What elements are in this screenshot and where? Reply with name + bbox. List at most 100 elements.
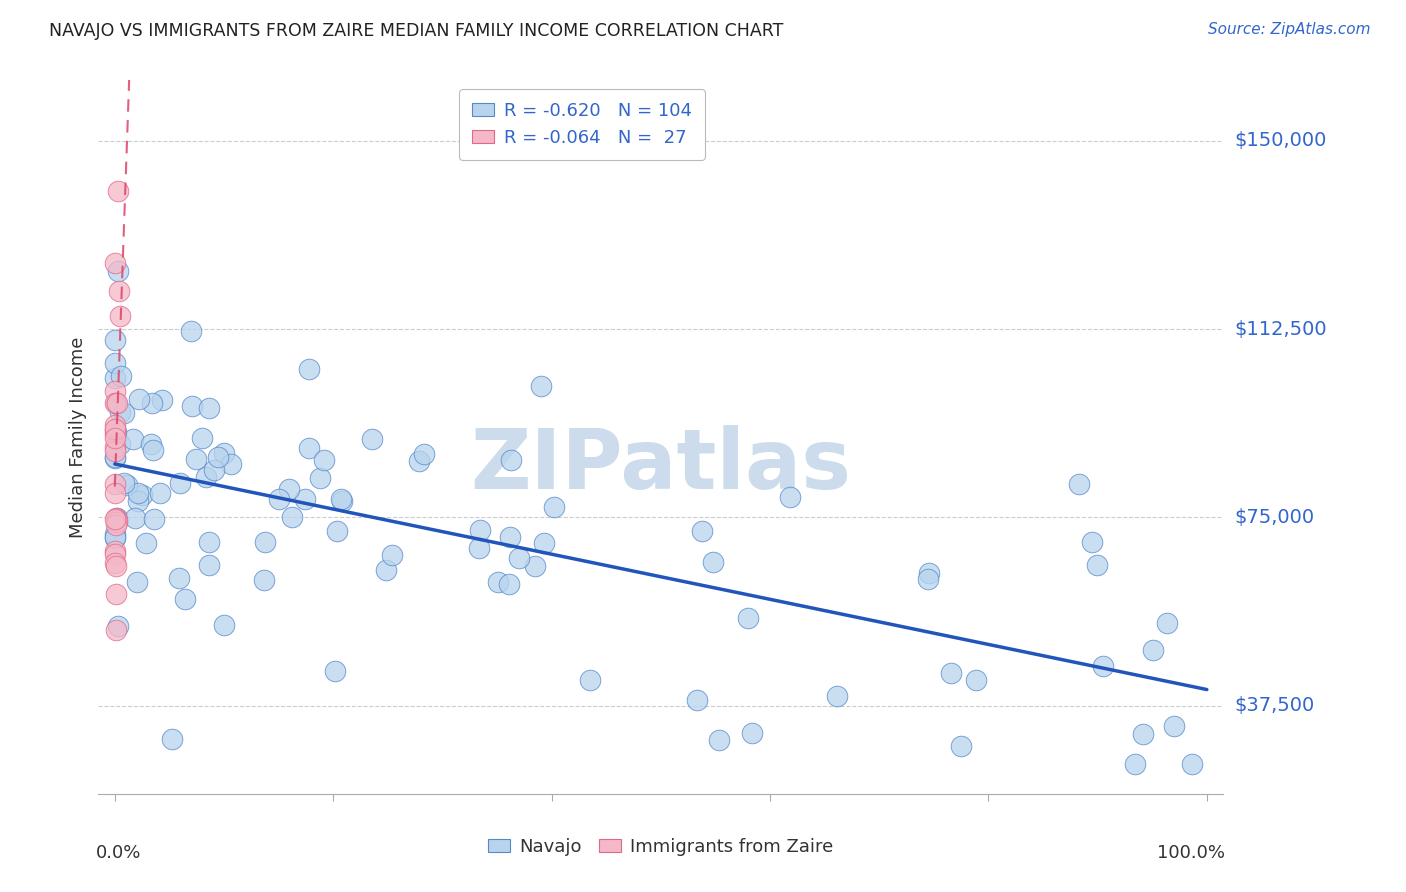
Point [468,524,491,538]
Point [105,511,128,525]
Point [207,450,229,465]
Point [917,572,939,586]
Point [104,557,127,571]
Point [309,471,332,485]
Point [281,510,304,524]
Point [508,551,530,566]
Point [408,454,430,468]
Point [112,475,135,490]
Point [486,574,509,589]
Point [104,512,127,526]
Point [104,423,127,437]
Point [107,184,129,198]
Point [543,500,565,515]
Point [533,536,555,550]
Point [498,530,520,544]
Point [1085,558,1108,573]
Point [412,446,434,460]
Point [1132,727,1154,741]
Point [128,392,150,406]
Text: NAVAJO VS IMMIGRANTS FROM ZAIRE MEDIAN FAMILY INCOME CORRELATION CHART: NAVAJO VS IMMIGRANTS FROM ZAIRE MEDIAN F… [49,22,783,40]
Point [181,399,204,413]
Point [1163,719,1185,733]
Point [1067,477,1090,491]
Point [104,548,127,562]
Point [131,488,153,502]
Point [219,457,242,471]
Point [104,558,127,573]
Point [212,446,235,460]
Point [779,491,801,505]
Point [104,440,127,454]
Point [198,401,221,416]
Point [198,534,221,549]
Point [186,452,208,467]
Point [104,384,127,398]
Point [104,370,127,384]
Point [104,431,127,445]
Point [269,492,291,507]
Legend: Navajo, Immigrants from Zaire: Navajo, Immigrants from Zaire [481,831,841,863]
Point [361,432,384,446]
Text: ZIPatlas: ZIPatlas [471,425,851,506]
Point [254,534,277,549]
Point [104,530,127,544]
Point [174,591,197,606]
Point [467,541,489,555]
Point [104,511,127,525]
Point [108,285,131,299]
Point [690,524,713,538]
Point [1142,643,1164,657]
Point [122,432,145,446]
Point [104,425,127,439]
Point [104,476,127,491]
Point [104,421,127,435]
Y-axis label: Median Family Income: Median Family Income [69,336,87,538]
Point [202,463,225,477]
Point [105,518,128,533]
Point [105,587,128,601]
Point [827,689,849,703]
Text: 0.0%: 0.0% [96,844,142,862]
Point [124,511,146,525]
Point [198,558,221,572]
Point [104,450,127,465]
Point [104,427,127,442]
Point [314,453,336,467]
Point [253,573,276,587]
Point [104,256,127,270]
Point [115,478,138,492]
Point [330,494,353,508]
Text: $112,500: $112,500 [1234,319,1327,339]
Point [741,726,763,740]
Text: Source: ZipAtlas.com: Source: ZipAtlas.com [1208,22,1371,37]
Point [142,443,165,458]
Point [939,666,962,681]
Point [104,544,127,558]
Point [212,618,235,632]
Point [108,437,131,451]
Point [149,486,172,500]
Point [141,396,163,410]
Point [104,417,127,432]
Point [135,536,157,550]
Point [167,571,190,585]
Point [127,575,149,590]
Point [702,555,724,569]
Point [107,264,129,278]
Point [107,618,129,632]
Point [127,493,149,508]
Point [104,396,127,410]
Point [950,739,973,753]
Point [325,664,347,678]
Point [110,310,132,324]
Point [499,453,522,467]
Point [918,566,941,580]
Point [105,396,128,410]
Point [162,732,184,747]
Point [523,559,546,574]
Point [110,369,132,384]
Point [737,611,759,625]
Point [329,492,352,507]
Point [104,486,127,500]
